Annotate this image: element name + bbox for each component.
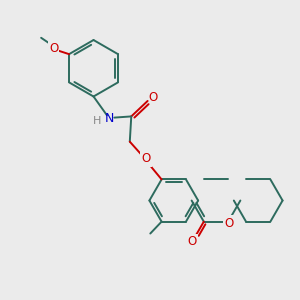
Text: N: N — [105, 112, 115, 125]
Text: H: H — [93, 116, 102, 126]
Text: O: O — [224, 217, 233, 230]
Text: O: O — [188, 235, 197, 248]
Text: O: O — [49, 42, 58, 55]
Text: O: O — [224, 216, 234, 229]
Text: O: O — [142, 152, 151, 165]
Text: O: O — [148, 92, 157, 104]
